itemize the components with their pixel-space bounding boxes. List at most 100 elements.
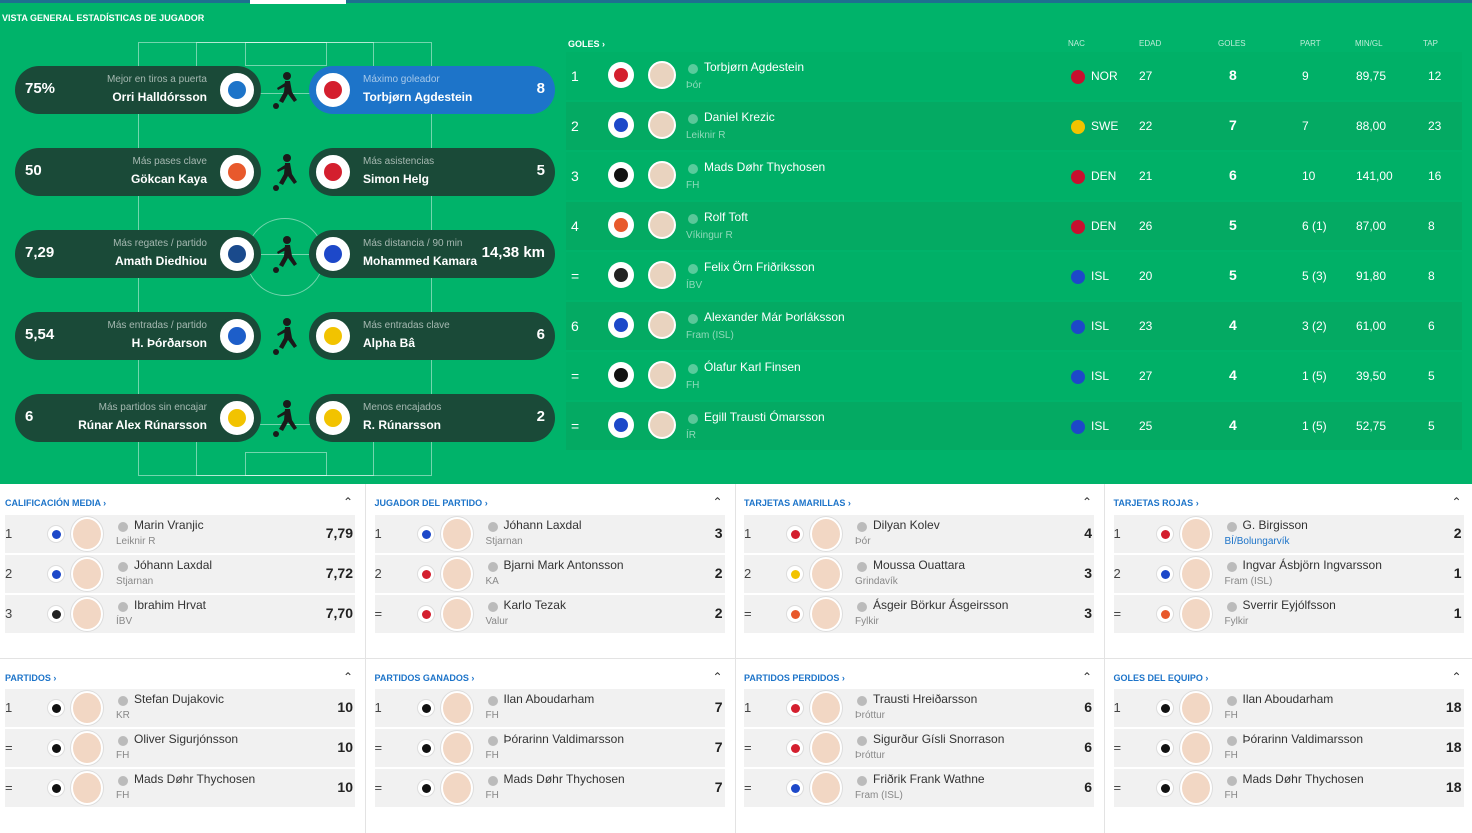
collapse-chevron-icon[interactable]: ⌃: [1451, 495, 1462, 509]
highlight-player-name[interactable]: Orri Halldórsson: [112, 90, 207, 104]
club-crest-icon[interactable]: [313, 152, 353, 192]
panel-row[interactable]: = Ásgeir Börkur Ásgeirsson Fylkir 3: [744, 595, 1094, 633]
info-icon[interactable]: [857, 696, 867, 706]
panel-row[interactable]: = Mads Døhr Thychosen FH 7: [374, 769, 725, 807]
info-icon[interactable]: [688, 264, 698, 274]
player-name[interactable]: Þórarinn Valdimarsson: [503, 732, 625, 746]
info-icon[interactable]: [688, 164, 698, 174]
goals-row[interactable]: = Ólafur Karl Finsen FH ISL 27 4 1 (5) 39,50 5: [566, 352, 1462, 400]
player-face-icon[interactable]: [1179, 597, 1212, 631]
player-face-icon[interactable]: [440, 691, 473, 725]
player-face-icon[interactable]: [1179, 557, 1212, 591]
club-crest-icon[interactable]: [217, 70, 257, 110]
player-name[interactable]: Ilan Aboudarham: [1242, 692, 1334, 706]
info-icon[interactable]: [688, 114, 698, 124]
player-face-icon[interactable]: [71, 597, 103, 631]
player-face-icon[interactable]: [648, 111, 676, 139]
player-club[interactable]: FH: [1224, 710, 1238, 721]
col-apps[interactable]: PART: [1300, 39, 1321, 48]
panel-row[interactable]: 2 Jóhann Laxdal Stjarnan 7,72: [5, 555, 355, 593]
panel-title-link[interactable]: PARTIDOS ›: [5, 673, 57, 683]
panel-row[interactable]: 1 Stefan Dujakovic KR 10: [5, 689, 355, 727]
player-club[interactable]: FH: [485, 750, 499, 761]
highlight-4[interactable]: 5 Más asistencias Simon Helg: [309, 148, 555, 196]
player-name[interactable]: Jóhann Laxdal: [503, 518, 582, 532]
goals-row[interactable]: 6 Alexander Már Þorláksson Fram (ISL) ISL 23…: [566, 302, 1462, 350]
player-face-icon[interactable]: [71, 517, 103, 551]
club-crest-icon[interactable]: [416, 525, 435, 543]
club-crest-icon[interactable]: [786, 699, 804, 717]
panel-row[interactable]: 2 Bjarni Mark Antonsson KA 2: [374, 555, 725, 593]
player-club[interactable]: KA: [485, 576, 499, 587]
player-face-icon[interactable]: [440, 597, 473, 631]
info-icon[interactable]: [118, 522, 128, 532]
collapse-chevron-icon[interactable]: ⌃: [712, 670, 723, 684]
club-crest-icon[interactable]: [47, 565, 65, 583]
info-icon[interactable]: [118, 736, 128, 746]
player-name[interactable]: Alexander Már Þorláksson: [704, 310, 845, 324]
club-crest-icon[interactable]: [786, 565, 804, 583]
player-name[interactable]: Jóhann Laxdal: [134, 558, 213, 572]
info-icon[interactable]: [1226, 562, 1237, 572]
info-icon[interactable]: [857, 736, 867, 746]
player-name[interactable]: Þórarinn Valdimarsson: [1242, 732, 1364, 746]
col-nat[interactable]: NAC: [1068, 39, 1085, 48]
player-face-icon[interactable]: [440, 557, 473, 591]
player-club[interactable]: Fram (ISL): [855, 790, 903, 801]
player-face-icon[interactable]: [648, 311, 676, 339]
player-name[interactable]: Trausti Hreiðarsson: [873, 692, 978, 706]
player-club[interactable]: Þróttur: [855, 710, 886, 721]
club-crest-icon[interactable]: [47, 739, 65, 757]
highlight-player-name[interactable]: R. Rúnarsson: [363, 418, 442, 432]
player-club[interactable]: FH: [686, 180, 700, 191]
club-crest-icon[interactable]: [416, 779, 435, 797]
info-icon[interactable]: [1226, 776, 1237, 786]
club-crest-icon[interactable]: [608, 312, 634, 338]
info-icon[interactable]: [1226, 736, 1237, 746]
club-crest-icon[interactable]: [313, 316, 353, 356]
player-name[interactable]: Ólafur Karl Finsen: [704, 360, 801, 374]
player-face-icon[interactable]: [648, 161, 676, 189]
player-name[interactable]: Ilan Aboudarham: [503, 692, 595, 706]
club-crest-icon[interactable]: [416, 605, 435, 623]
panel-title-link[interactable]: TARJETAS AMARILLAS ›: [744, 498, 851, 508]
player-club[interactable]: Stjarnan: [485, 536, 523, 547]
club-crest-icon[interactable]: [608, 262, 634, 288]
panel-row[interactable]: 1 Jóhann Laxdal Stjarnan 3: [374, 515, 725, 553]
info-icon[interactable]: [487, 522, 498, 532]
player-name[interactable]: Sigurður Gísli Snorrason: [873, 732, 1005, 746]
info-icon[interactable]: [688, 414, 698, 424]
player-club[interactable]: Leiknir R: [116, 536, 156, 547]
player-name[interactable]: Sverrir Eyjólfsson: [1242, 598, 1336, 612]
player-face-icon[interactable]: [810, 597, 842, 631]
info-icon[interactable]: [1226, 696, 1237, 706]
highlight-1[interactable]: 75% Mejor en tiros a puerta Orri Halldórss…: [15, 66, 261, 114]
panel-row[interactable]: = Sigurður Gísli Snorrason Þróttur 6: [744, 729, 1094, 767]
club-crest-icon[interactable]: [313, 398, 353, 438]
player-face-icon[interactable]: [810, 691, 842, 725]
highlight-player-name[interactable]: Mohammed Kamara: [363, 254, 478, 268]
club-crest-icon[interactable]: [1155, 779, 1174, 797]
panel-row[interactable]: 1 G. Birgisson BÍ/Bolungarvík 2: [1113, 515, 1464, 553]
panel-row[interactable]: = Sverrir Eyjólfsson Fylkir 1: [1113, 595, 1464, 633]
player-club[interactable]: Þór: [855, 536, 871, 547]
player-name[interactable]: Torbjørn Agdestein: [704, 60, 805, 74]
info-icon[interactable]: [118, 696, 128, 706]
panel-row[interactable]: 1 Trausti Hreiðarsson Þróttur 6: [744, 689, 1094, 727]
player-name[interactable]: Friðrik Frank Wathne: [873, 772, 985, 786]
col-mpg[interactable]: MIN/GL: [1355, 39, 1383, 48]
club-crest-icon[interactable]: [416, 565, 435, 583]
panel-row[interactable]: = Mads Døhr Thychosen FH 18: [1113, 769, 1464, 807]
player-face-icon[interactable]: [810, 731, 842, 765]
player-name[interactable]: Ingvar Ásbjörn Ingvarsson: [1242, 558, 1382, 572]
player-face-icon[interactable]: [648, 361, 676, 389]
highlight-8[interactable]: 6 Más entradas clave Alpha Bâ: [309, 312, 555, 360]
goals-row[interactable]: = Felix Örn Friðriksson ÍBV ISL 20 5 5 (3) 91,8…: [566, 252, 1462, 300]
player-name[interactable]: Mads Døhr Thychosen: [503, 772, 625, 786]
player-face-icon[interactable]: [71, 557, 103, 591]
info-icon[interactable]: [688, 64, 698, 74]
player-club[interactable]: ÍR: [686, 430, 696, 441]
player-name[interactable]: Egill Trausti Ómarsson: [704, 410, 825, 424]
player-club[interactable]: Leiknir R: [686, 130, 726, 141]
club-crest-icon[interactable]: [47, 699, 65, 717]
